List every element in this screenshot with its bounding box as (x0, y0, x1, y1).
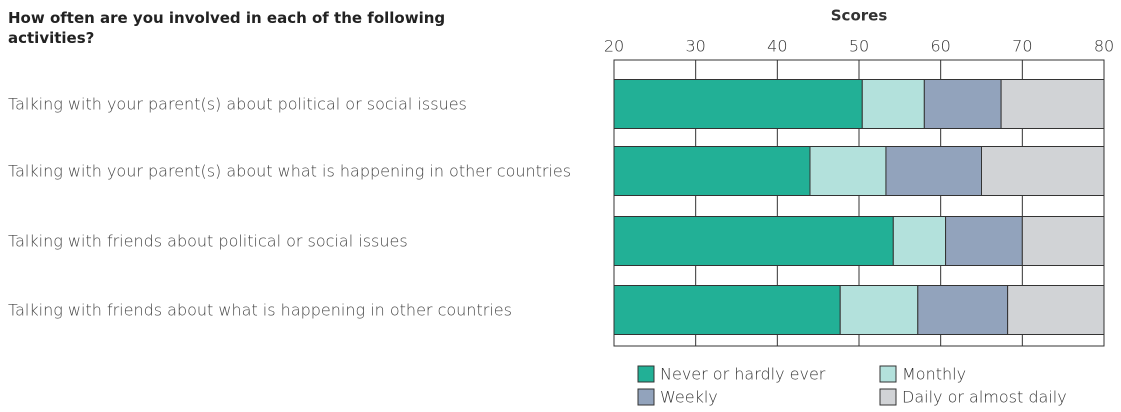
bar-segment (892, 216, 947, 266)
bar-segment (1000, 79, 1105, 129)
chart-title: How often are you involved in each of th… (8, 9, 446, 47)
legend-label: Weekly (660, 388, 718, 407)
category-label: Talking with your parent(s) about what i… (8, 161, 572, 181)
x-tick-label: 50 (849, 37, 869, 56)
x-axis-title: Scores (831, 7, 888, 25)
x-tick-label: 20 (604, 37, 624, 56)
bar-segment (945, 216, 1023, 266)
category-label: Talking with friends about political or … (8, 231, 408, 251)
category-label: Talking with friends about what is happe… (8, 300, 512, 320)
bar-segment (613, 285, 841, 335)
bar-segment (613, 216, 894, 266)
bar-segment (613, 79, 863, 129)
x-tick-label: 30 (685, 37, 705, 56)
bar-segment (1021, 216, 1105, 266)
legend-swatch (879, 365, 897, 383)
x-tick-label: 40 (767, 37, 787, 56)
legend-label: Never or hardly ever (660, 365, 826, 384)
bar-segment (809, 146, 887, 196)
legend-label: Monthly (902, 365, 966, 384)
legend-swatch (637, 365, 655, 383)
bar-segment (839, 285, 919, 335)
legend-swatch (879, 388, 897, 406)
x-tick-label: 60 (930, 37, 950, 56)
bar-segment (613, 146, 811, 196)
x-tick-label: 70 (1012, 37, 1032, 56)
category-label: Talking with your parent(s) about politi… (8, 94, 467, 114)
legend-label: Daily or almost daily (902, 388, 1067, 407)
plot-frame (613, 59, 1105, 347)
legend-swatch (637, 388, 655, 406)
bar-segment (923, 79, 1002, 129)
bar-segment (861, 79, 925, 129)
bar-segment (1007, 285, 1105, 335)
x-tick-label: 80 (1094, 37, 1114, 56)
bar-segment (917, 285, 1009, 335)
bar-segment (885, 146, 983, 196)
bar-segment (981, 146, 1105, 196)
